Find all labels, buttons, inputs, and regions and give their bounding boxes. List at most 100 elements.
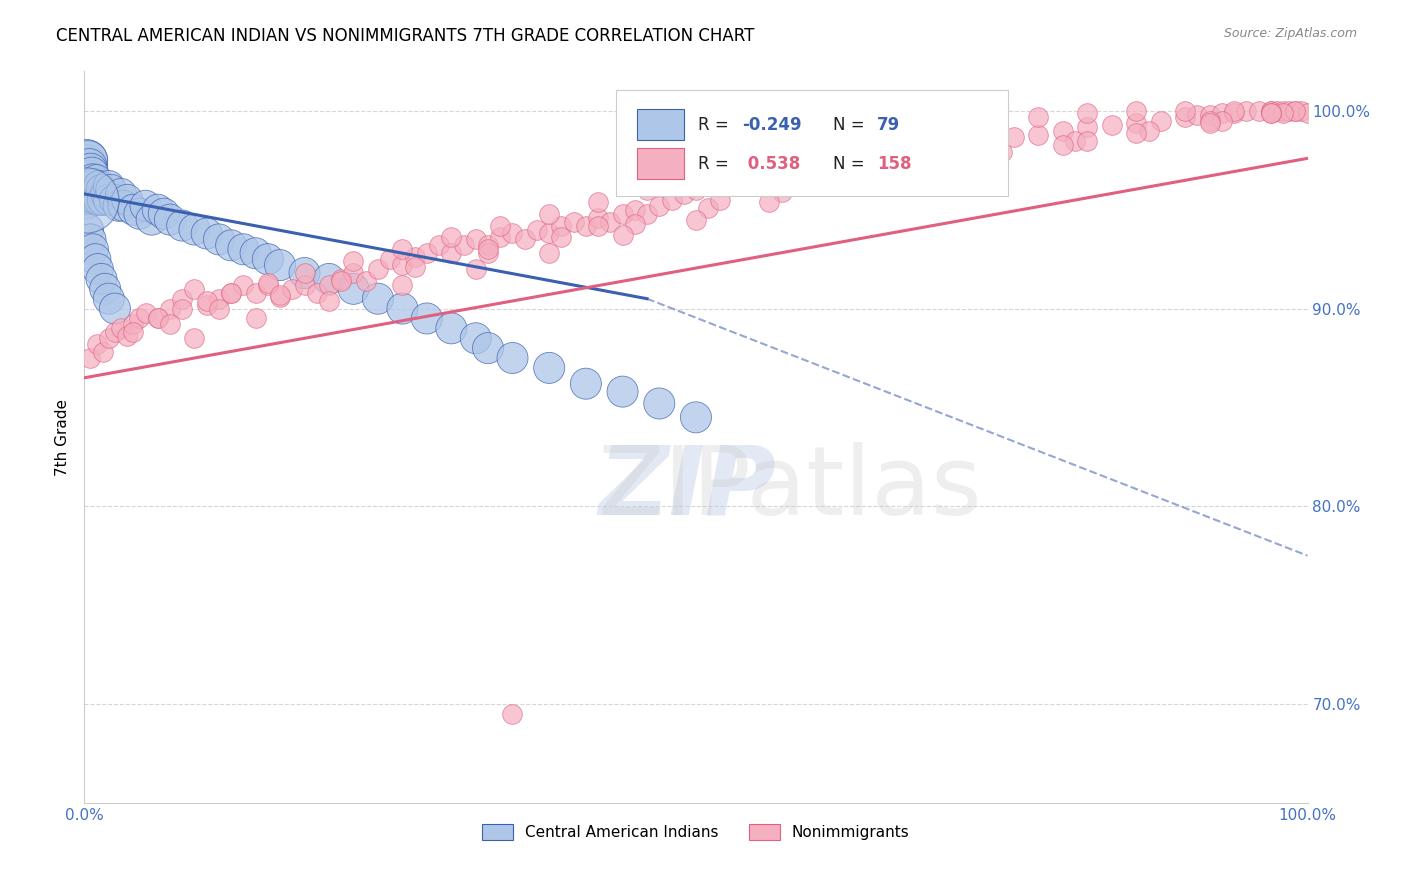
Point <box>257 252 280 267</box>
Point <box>104 301 127 316</box>
Point <box>453 238 475 252</box>
Point <box>489 230 512 244</box>
Point <box>1028 110 1050 124</box>
Point <box>770 185 793 199</box>
Point <box>991 145 1014 160</box>
Point <box>76 173 98 187</box>
Text: R =: R = <box>699 116 734 134</box>
FancyBboxPatch shape <box>637 148 683 179</box>
Point <box>97 193 120 207</box>
Point <box>575 376 598 391</box>
Point <box>318 293 340 308</box>
Point <box>232 277 254 292</box>
Point <box>502 227 524 241</box>
Point <box>305 285 328 300</box>
Legend: Central American Indians, Nonimmigrants: Central American Indians, Nonimmigrants <box>477 818 915 847</box>
Point <box>87 179 110 194</box>
Point <box>84 252 107 267</box>
Point <box>79 232 101 246</box>
Point <box>128 207 150 221</box>
Point <box>575 219 598 233</box>
Point <box>831 153 853 168</box>
Text: N =: N = <box>832 154 870 172</box>
Point <box>502 351 524 365</box>
Point <box>856 149 879 163</box>
Point <box>219 238 242 252</box>
Point <box>159 212 181 227</box>
Point <box>1260 106 1282 120</box>
Point <box>219 285 242 300</box>
Point <box>294 266 316 280</box>
Point <box>115 329 138 343</box>
Point <box>685 171 707 186</box>
Point <box>1076 120 1098 134</box>
Point <box>648 396 671 410</box>
Point <box>153 207 176 221</box>
Point <box>122 326 145 340</box>
Point <box>807 159 830 173</box>
Point <box>245 285 267 300</box>
Point <box>90 183 112 197</box>
Point <box>208 301 231 316</box>
Point <box>77 183 100 197</box>
Point <box>1002 129 1025 144</box>
Point <box>685 183 707 197</box>
Point <box>83 177 105 191</box>
Point <box>562 214 585 228</box>
Point <box>146 311 169 326</box>
Text: R =: R = <box>699 154 734 172</box>
Point <box>391 242 413 256</box>
Point <box>90 272 112 286</box>
Point <box>586 219 609 233</box>
Point <box>79 351 101 365</box>
Point <box>391 258 413 272</box>
Y-axis label: 7th Grade: 7th Grade <box>55 399 70 475</box>
Point <box>1150 113 1173 128</box>
Point <box>526 222 548 236</box>
Point <box>416 311 439 326</box>
Point <box>550 230 572 244</box>
Point <box>75 175 97 189</box>
Point <box>172 301 194 316</box>
Point <box>76 153 98 168</box>
Point <box>86 337 108 351</box>
Point <box>929 139 952 153</box>
Point <box>1272 106 1295 120</box>
Point <box>146 311 169 326</box>
Point <box>294 266 316 280</box>
Point <box>831 137 853 152</box>
Point <box>538 207 561 221</box>
Point <box>141 212 163 227</box>
Point <box>440 246 463 260</box>
Point <box>318 272 340 286</box>
Point <box>685 212 707 227</box>
Point <box>1272 103 1295 118</box>
Point <box>122 202 145 217</box>
Point <box>734 159 756 173</box>
Point <box>844 171 866 186</box>
Point <box>477 246 499 260</box>
Point <box>1198 113 1220 128</box>
Point <box>612 228 634 243</box>
Text: 0.538: 0.538 <box>742 154 800 172</box>
Point <box>75 159 97 173</box>
Point <box>783 163 806 178</box>
Point <box>104 193 127 207</box>
Point <box>477 341 499 355</box>
Point <box>404 260 426 274</box>
Point <box>330 274 353 288</box>
Point <box>440 230 463 244</box>
Point <box>917 157 939 171</box>
Point <box>77 153 100 168</box>
Point <box>1137 123 1160 137</box>
Point <box>82 242 104 256</box>
Point <box>146 202 169 217</box>
Point <box>75 183 97 197</box>
Point <box>367 292 389 306</box>
Point <box>1052 137 1074 152</box>
Point <box>1076 106 1098 120</box>
Point <box>1223 106 1246 120</box>
Point <box>1284 103 1306 118</box>
Point <box>208 232 231 246</box>
Point <box>1101 118 1123 132</box>
